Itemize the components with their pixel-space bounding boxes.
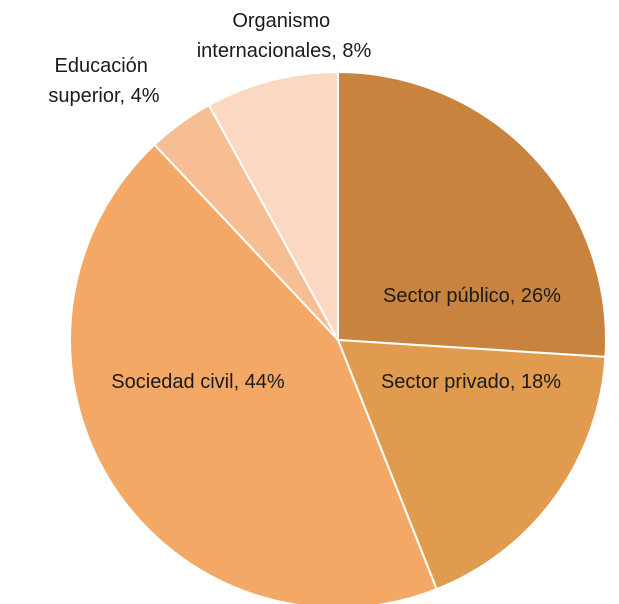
slice-label-sector-publico: Sector público, 26% xyxy=(383,285,561,307)
slice-label-educacion-superior-line2: superior, 4% xyxy=(48,85,159,107)
pie-labels: Sector público, 26% Sector privado, 18% … xyxy=(48,10,561,393)
pie-slice-organismo-internacionales xyxy=(207,70,339,341)
slice-label-sociedad-civil: Sociedad civil, 44% xyxy=(111,371,285,393)
slice-label-sector-privado: Sector privado, 18% xyxy=(381,371,561,393)
slice-label-organismo-internacionales-line1: Organismo xyxy=(232,10,330,32)
pie-slice-sociedad-civil xyxy=(69,143,438,604)
pie-slice-sector-publico xyxy=(337,70,607,358)
pie-slice-sector-privado xyxy=(336,338,607,591)
pie-slices xyxy=(69,70,607,604)
slice-label-educacion-superior: Educación superior, 4% xyxy=(48,55,159,107)
slice-label-organismo-internacionales-line2: internacionales, 8% xyxy=(197,40,372,62)
slice-label-organismo-internacionales: Organismo internacionales, 8% xyxy=(197,10,372,62)
slice-label-educacion-superior-line1: Educación xyxy=(55,55,148,77)
